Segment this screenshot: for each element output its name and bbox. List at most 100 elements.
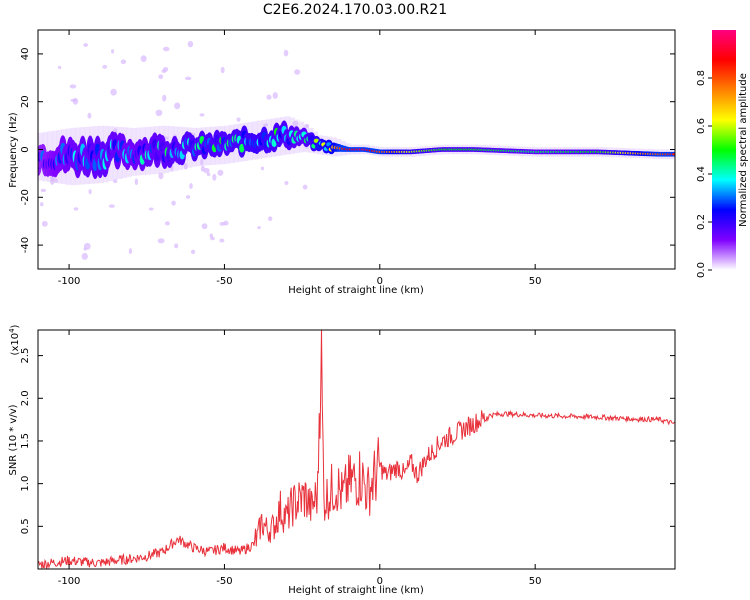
colorbar-tick-label: 0.8: [696, 70, 707, 86]
snr-y-multiplier-close: ): [10, 324, 21, 328]
spectrogram-speckle: [189, 182, 193, 190]
spectrogram-x-tick-label: 50: [529, 276, 542, 287]
snr-x-tick-label: -50: [216, 576, 232, 587]
spectrogram-speckle: [162, 94, 167, 102]
spectrogram-speckle: [190, 249, 196, 255]
spectrogram-speckle: [102, 64, 108, 69]
spectrogram-speckle: [83, 247, 87, 251]
spectrogram-speckle: [212, 173, 217, 181]
spectrogram-speckle: [50, 177, 55, 185]
spectrogram-marks: [38, 40, 675, 260]
snr-marks: [38, 330, 675, 569]
spectrogram-y-tick-label: -40: [20, 237, 31, 253]
spectrogram-speckle: [174, 243, 179, 249]
spectrogram-x-tick-label: -100: [58, 276, 81, 287]
spectrogram-x-tick-label: 0: [377, 276, 383, 287]
snr-x-tick-label: -100: [58, 576, 81, 587]
spectrogram-speckle: [220, 66, 225, 74]
spectrogram-x-axis-label: Height of straight line (km): [288, 285, 424, 296]
spectrogram-speckle: [292, 120, 299, 127]
snr-x-tick-label: 0: [377, 576, 383, 587]
snr-panel: -100 -50 0 50 0.5 1.0 1.5 2.0 2.5 Height of str…: [8, 324, 676, 596]
spectrogram-speckle: [267, 216, 273, 222]
spectrogram-speckle: [283, 49, 289, 57]
colorbar-tick-label: 0.0: [696, 262, 707, 278]
snr-frame: [37, 329, 676, 570]
spectrogram-x-tick-label: -50: [216, 276, 232, 287]
snr-y-multiplier-base: (x10: [10, 333, 21, 356]
spectrogram-speckle: [110, 88, 117, 96]
spectrogram-speckle: [158, 74, 164, 80]
snr-y-tick-label: 1.5: [20, 433, 31, 449]
snr-y-multiplier: (x104): [8, 324, 21, 355]
spectrogram-speckle: [206, 172, 211, 177]
snr-x-axis-label: Height of straight line (km): [288, 585, 424, 596]
spectrogram-speckle: [263, 123, 269, 127]
spectrogram-speckle: [72, 97, 79, 105]
colorbar: 0.0 0.2 0.4 0.6 0.8 Normalized spectral ampl…: [696, 30, 749, 278]
spectrogram-speckle: [199, 113, 205, 117]
spectrogram-y-ticks: -40 -20 0 20 40: [20, 48, 675, 253]
spectrogram-x-ticks: -100 -50 0 50: [58, 30, 542, 287]
spectrogram-speckle: [200, 158, 204, 166]
spectrogram-y-axis-label: Frequency (Hz): [8, 112, 19, 188]
spectrogram-speckle: [134, 178, 139, 186]
spectrogram-speckle: [73, 207, 79, 211]
spectrogram-speckle: [108, 204, 115, 208]
spectrogram-speckle: [272, 92, 278, 99]
spectrogram-speckle: [158, 172, 164, 180]
spectrogram-speckle: [203, 167, 210, 174]
spectrogram-y-tick-label: 40: [20, 48, 31, 61]
spectrogram-speckle: [162, 46, 170, 52]
spectrogram-speckle: [294, 69, 301, 75]
spectrogram-core: [671, 153, 675, 156]
snr-x-ticks: -100 -50 0 50: [58, 330, 542, 587]
spectrogram-panel: -100 -50 0 50 -40 -20 0 20 40 Height of straigh…: [8, 29, 676, 296]
spectrogram-speckle: [120, 59, 127, 65]
colorbar-tick-label: 0.4: [696, 166, 707, 182]
spectrogram-speckle: [174, 102, 181, 110]
spectrogram-speckle: [41, 220, 48, 227]
spectrogram-speckle: [236, 117, 241, 122]
spectrogram-speckle: [164, 221, 170, 226]
spectrogram-speckle: [57, 65, 62, 70]
spectrogram-speckle: [148, 207, 154, 211]
spectrogram-y-tick-label: 0: [20, 146, 31, 152]
spectrogram-speckle: [161, 69, 167, 73]
spectrogram-speckle: [111, 49, 115, 54]
spectrogram-speckle: [304, 123, 310, 129]
snr-y-multiplier-exp: 4: [8, 328, 16, 333]
spectrogram-speckle: [171, 200, 176, 206]
spectrogram-core: [308, 135, 315, 141]
spectrogram-speckle: [185, 195, 191, 199]
spectrogram-core: [239, 143, 245, 153]
spectrogram-speckle: [69, 84, 77, 89]
spectrogram-speckle: [302, 184, 308, 190]
spectrogram-y-tick-label: -20: [20, 189, 31, 205]
snr-y-tick-label: 1.0: [20, 476, 31, 492]
spectrogram-speckle: [83, 43, 89, 48]
colorbar-ticks: 0.0 0.2 0.4 0.6 0.8: [696, 70, 712, 278]
spectrogram-speckle: [155, 109, 163, 117]
figure-title: C2E6.2024.170.03.00.R21: [263, 2, 447, 18]
snr-line: [38, 330, 675, 569]
spectrogram-speckle: [88, 188, 92, 195]
spectrogram-speckle: [266, 94, 272, 100]
spectrogram-speckle: [257, 226, 261, 230]
spectrogram-speckle: [40, 202, 44, 207]
snr-y-tick-label: 2.0: [20, 390, 31, 406]
spectrogram-speckle: [185, 76, 192, 81]
spectrogram-speckle: [81, 252, 88, 260]
spectrogram-y-tick-label: 20: [20, 95, 31, 108]
spectrogram-speckle: [40, 188, 47, 193]
spectrogram-speckle: [260, 166, 265, 171]
snr-x-tick-label: 50: [529, 576, 542, 587]
spectrogram-speckle: [219, 222, 226, 226]
snr-y-tick-label: 2.5: [20, 348, 31, 364]
spectrogram-speckle: [217, 169, 224, 176]
colorbar-tick-label: 0.2: [696, 214, 707, 230]
snr-y-ticks: 0.5 1.0 1.5 2.0 2.5: [20, 348, 675, 534]
snr-y-tick-label: 0.5: [20, 518, 31, 534]
spectrogram-speckle: [128, 248, 133, 255]
